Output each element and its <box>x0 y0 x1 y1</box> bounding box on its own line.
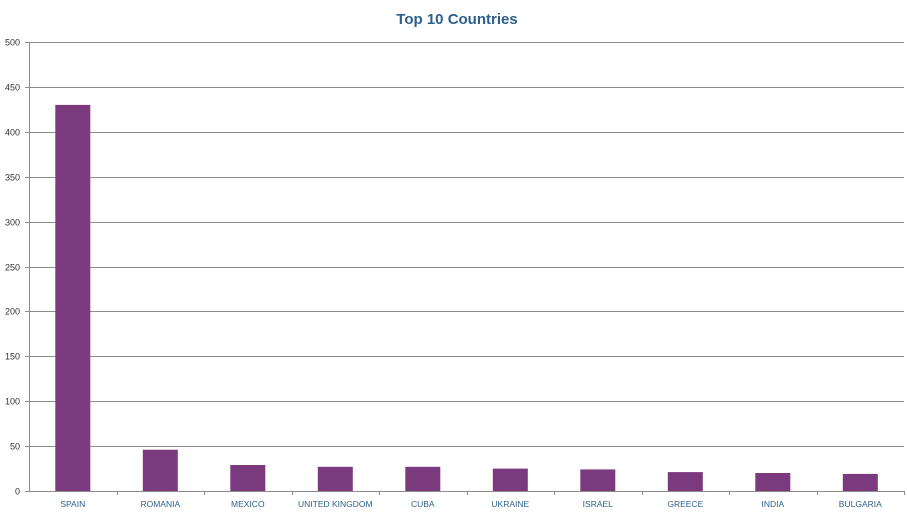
y-tick-label: 300 <box>5 218 20 228</box>
y-tick-label: 150 <box>5 352 20 362</box>
chart-title: Top 10 Countries <box>396 11 517 28</box>
x-tick-label: SPAIN <box>60 499 85 509</box>
y-tick-label: 100 <box>5 397 20 407</box>
x-tick-label: ROMANIA <box>140 499 180 509</box>
y-tick-label: 200 <box>5 307 20 317</box>
bar-bulgaria <box>842 473 878 491</box>
y-tick-label: 0 <box>15 487 20 497</box>
x-tick-label: ISRAEL <box>583 499 614 509</box>
x-tick-label: GREECE <box>667 499 703 509</box>
y-tick-label: 400 <box>5 128 20 138</box>
y-tick-label: 350 <box>5 173 20 183</box>
x-tick-label: INDIA <box>761 499 784 509</box>
bar-cuba <box>405 466 441 491</box>
axes <box>29 42 905 495</box>
bar-israel <box>580 469 616 491</box>
x-tick-label: MEXICO <box>231 499 265 509</box>
bar-romania <box>142 449 178 491</box>
bar-united-kingdom <box>317 466 353 491</box>
bars <box>55 104 878 492</box>
bar-india <box>755 473 791 491</box>
x-tick-label: UKRAINE <box>491 499 529 509</box>
y-tick-label: 450 <box>5 83 20 93</box>
bar-mexico <box>230 465 266 491</box>
y-tick-label: 50 <box>10 442 20 452</box>
x-axis-labels: SPAIN ROMANIA MEXICO UNITED KINGDOM CUBA UKRA… <box>60 499 882 509</box>
x-tick-label: CUBA <box>411 499 435 509</box>
bar-spain <box>55 104 91 492</box>
x-tick-label: UNITED KINGDOM <box>298 499 373 509</box>
bar-ukraine <box>492 468 528 491</box>
y-tick-label: 250 <box>5 263 20 273</box>
x-tick-label: BULGARIA <box>839 499 882 509</box>
y-axis-ticks: 0 50 100 150 200 250 300 350 400 450 500 <box>5 38 29 497</box>
gridlines <box>29 42 904 447</box>
y-tick-label: 500 <box>5 38 20 48</box>
bar-greece <box>667 472 703 491</box>
